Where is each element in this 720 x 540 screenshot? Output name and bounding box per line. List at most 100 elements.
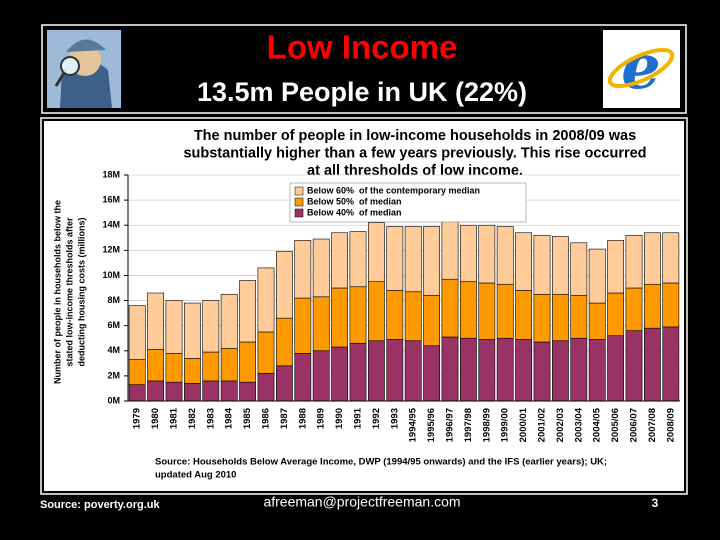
bar-segment <box>294 352 312 402</box>
x-tick-label: 2004/05 <box>592 407 603 442</box>
bar-segment <box>496 226 514 285</box>
y-tick-label: 4M <box>107 345 120 355</box>
bar-segment <box>570 242 588 296</box>
bar-segment <box>276 251 293 319</box>
y-tick-label: 10M <box>102 270 120 280</box>
x-tick-label: 2003/04 <box>573 407 584 442</box>
legend-swatch <box>294 208 304 218</box>
bar-segment <box>294 297 312 354</box>
bar-segment <box>515 290 532 340</box>
bar-segment <box>662 326 680 402</box>
bar-segment <box>423 345 440 402</box>
bar-segment <box>515 339 532 402</box>
bar-segment <box>460 281 477 339</box>
footer-source: Source: poverty.org.uk <box>40 499 160 511</box>
bar-segment <box>368 340 385 402</box>
legend-swatch <box>294 186 304 196</box>
detective-icon <box>47 30 121 108</box>
x-tick-label: 1988 <box>297 408 308 429</box>
chart-title: The number of people in low-income house… <box>194 128 636 144</box>
svg-text:e: e <box>621 30 660 103</box>
bar-segment <box>607 335 624 402</box>
y-tick-label: 12M <box>102 245 120 255</box>
bar-segment <box>515 232 532 291</box>
y-axis-label: stated low-income thresholds after <box>64 217 74 367</box>
bar-segment <box>460 224 477 283</box>
legend-box <box>289 182 527 223</box>
bar-segment <box>552 236 569 295</box>
header-frame <box>41 24 687 114</box>
x-tick-label: 1996/97 <box>445 408 456 442</box>
x-tick-label: 1987 <box>279 408 290 429</box>
bar-segment <box>533 234 551 295</box>
bar-segment <box>496 337 514 402</box>
bar-segment <box>368 222 385 283</box>
chart-title: at all thresholds of low income. <box>307 163 523 179</box>
bar-segment <box>276 365 293 402</box>
bar-segment <box>220 293 238 349</box>
bar-segment <box>496 283 514 339</box>
x-tick-label: 1990 <box>334 408 345 429</box>
bar-segment <box>570 337 588 402</box>
bar-segment <box>386 226 404 291</box>
bar-segment <box>662 282 680 328</box>
bar-segment <box>331 346 348 402</box>
bar-segment <box>552 293 569 342</box>
x-tick-label: 1991 <box>353 407 364 429</box>
x-tick-label: 1982 <box>187 408 198 429</box>
bar-segment <box>331 287 348 348</box>
bar-segment <box>257 267 275 333</box>
bar-segment <box>312 296 330 352</box>
bar-segment <box>662 232 680 284</box>
bar-segment <box>368 281 385 342</box>
bar-segment <box>147 349 164 382</box>
bar-segment <box>349 342 367 402</box>
bar-segment <box>588 302 606 340</box>
bar-segment <box>441 218 459 280</box>
page-number: 3 <box>652 496 659 510</box>
y-tick-label: 2M <box>107 370 120 380</box>
x-tick-label: 1992 <box>371 408 382 429</box>
bar-segment <box>570 295 588 339</box>
bar-segment <box>147 292 164 350</box>
x-tick-label: 1997/98 <box>463 408 474 442</box>
x-tick-label: 1995/96 <box>426 408 437 442</box>
bar-segment <box>184 383 201 402</box>
x-tick-label: 2001/02 <box>537 408 548 442</box>
x-tick-label: 1986 <box>261 408 272 429</box>
bar-segment <box>625 234 643 289</box>
y-tick-label: 8M <box>107 295 120 305</box>
bar-segment <box>239 280 256 343</box>
bar-segment <box>552 340 569 402</box>
bar-segment <box>588 248 606 304</box>
bar-segment <box>184 358 201 384</box>
x-tick-label: 1981 <box>169 407 180 429</box>
bar-segment <box>386 290 404 340</box>
bar-segment <box>441 336 459 402</box>
y-tick-label: 0M <box>107 395 120 405</box>
ie-logo: e <box>603 30 680 108</box>
bar-segment <box>312 238 330 298</box>
bar-segment <box>533 341 551 402</box>
bar-segment <box>294 239 312 299</box>
bar-segment <box>349 286 367 344</box>
y-tick-label: 18M <box>102 169 120 179</box>
bar-segment <box>625 287 643 331</box>
bar-segment <box>257 331 275 374</box>
legend-swatch <box>294 197 304 207</box>
bar-segment <box>349 231 367 288</box>
bar-segment <box>239 381 256 402</box>
legend-label: Below 50% of median <box>307 196 402 206</box>
legend-label: Below 40% of median <box>307 207 402 217</box>
x-tick-label: 2006/07 <box>629 408 640 442</box>
bar-segment <box>644 283 661 329</box>
bar-segment <box>404 340 422 402</box>
bar-segment <box>239 341 256 383</box>
bar-segment <box>588 339 606 402</box>
y-tick-label: 6M <box>107 320 120 330</box>
y-axis-label: Number of people in households below the <box>52 200 62 384</box>
bar-segment <box>625 330 643 402</box>
slide-subtitle: 13.5m People in UK (22%) <box>197 77 527 107</box>
bar-segment <box>441 278 459 338</box>
